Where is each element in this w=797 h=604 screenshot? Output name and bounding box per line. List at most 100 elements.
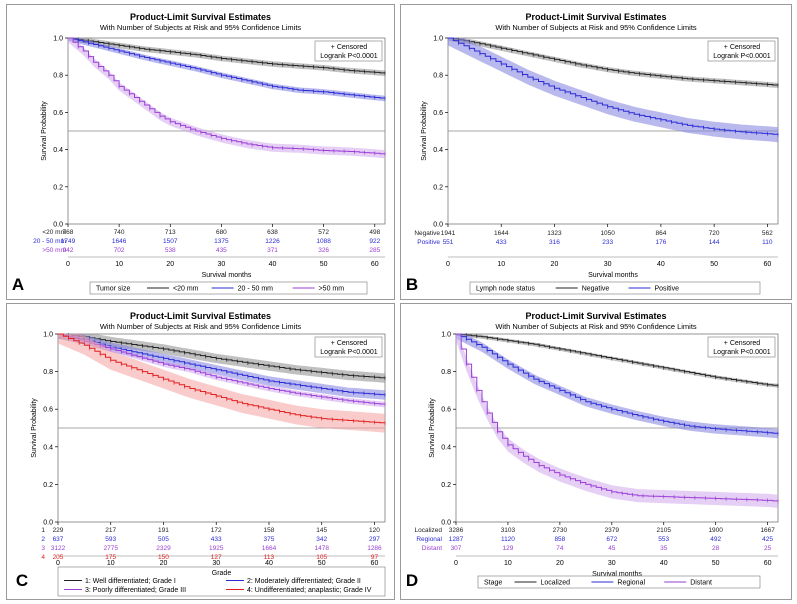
risk-count-d-0: 1900 <box>708 527 723 534</box>
risk-count-c-2: 2775 <box>104 545 119 552</box>
confidence-band-d-0 <box>456 334 778 388</box>
risk-row-label-d-1: Regional <box>416 536 442 543</box>
risk-row-label-d-0: Localized <box>415 527 443 534</box>
risk-count-a-1: 1749 <box>61 238 76 245</box>
x-tick-label-d: 40 <box>660 560 668 567</box>
inset-box-a <box>314 40 383 62</box>
risk-count-a-0: 713 <box>165 229 176 236</box>
y-tick-label-c: 0.0 <box>43 520 53 527</box>
risk-count-b-0: 720 <box>709 230 720 237</box>
risk-count-d-1: 553 <box>658 536 669 543</box>
x-tick-label-c: 0 <box>56 560 60 567</box>
confidence-band-c-1 <box>58 334 385 400</box>
risk-count-c-2: 2329 <box>156 545 171 552</box>
risk-count-d-1: 672 <box>606 536 617 543</box>
inset-censored-c: + Censored <box>331 340 367 347</box>
risk-count-c-2: 3122 <box>51 545 66 552</box>
inset-logrank-b: Logrank P<0.0001 <box>713 53 771 60</box>
risk-count-b-0: 1323 <box>547 230 562 237</box>
y-axis-label-a: Survival Probability <box>41 101 48 161</box>
chart-title-d: Product-Limit Survival Estimates <box>525 311 666 321</box>
risk-count-a-1: 922 <box>369 238 380 245</box>
risk-count-c-1: 593 <box>105 536 116 543</box>
legend-label-c-3: 4: Undifferentiated; anaplastic; Grade I… <box>247 587 372 594</box>
legend-title-a: Tumor size <box>96 286 130 293</box>
risk-row-label-d-2: Distant <box>422 545 442 552</box>
y-tick-label-b: 0.6 <box>433 110 443 117</box>
risk-count-a-0: 638 <box>267 229 278 236</box>
risk-count-c-3: 205 <box>53 554 64 561</box>
risk-count-a-2: 371 <box>267 247 278 254</box>
legend-label-a-1: 20 - 50 mm <box>238 286 274 293</box>
risk-count-d-1: 1120 <box>501 536 515 543</box>
risk-count-c-0: 145 <box>316 527 327 534</box>
legend-title-b: Lymph node status <box>476 286 535 293</box>
risk-count-b-0: 1941 <box>441 230 456 237</box>
y-tick-label-d: 1.0 <box>441 332 451 339</box>
y-tick-label-a: 0.0 <box>53 222 63 229</box>
x-tick-label-c: 10 <box>107 560 115 567</box>
risk-row-label-c-0: 1 <box>41 527 45 534</box>
x-tick-label-d: 60 <box>764 560 772 567</box>
risk-count-a-0: 680 <box>216 229 227 236</box>
risk-count-d-0: 3103 <box>501 527 516 534</box>
risk-row-label-a-2: >50 mm <box>42 247 66 254</box>
chart-title-c: Product-Limit Survival Estimates <box>130 311 271 321</box>
risk-count-d-2: 129 <box>503 545 514 552</box>
risk-count-a-1: 1088 <box>316 238 331 245</box>
risk-count-c-0: 191 <box>158 527 169 534</box>
legend-label-b-1: Positive <box>655 286 680 293</box>
risk-count-c-3: 97 <box>371 554 379 561</box>
y-tick-label-b: 0.8 <box>433 73 443 80</box>
risk-count-d-0: 2105 <box>657 527 672 534</box>
risk-count-c-0: 172 <box>211 527 222 534</box>
inset-censored-d: + Censored <box>724 340 760 347</box>
panel-letter-d: D <box>406 571 418 590</box>
risk-count-c-3: 175 <box>105 554 116 561</box>
x-tick-label-b: 20 <box>551 261 559 268</box>
risk-count-a-2: 702 <box>114 247 125 254</box>
risk-count-d-2: 45 <box>608 545 616 552</box>
x-tick-label-c: 20 <box>160 560 168 567</box>
risk-count-a-0: 572 <box>318 229 329 236</box>
x-tick-label-d: 20 <box>556 560 564 567</box>
y-axis-label-b: Survival Probability <box>421 101 428 161</box>
x-tick-label-b: 40 <box>657 261 665 268</box>
risk-count-d-2: 307 <box>451 545 462 552</box>
risk-count-c-3: 105 <box>316 554 327 561</box>
x-tick-label-a: 20 <box>166 261 174 268</box>
x-tick-label-c: 50 <box>318 560 326 567</box>
legend-label-d-1: Regional <box>617 580 645 587</box>
risk-count-a-2: 326 <box>318 247 329 254</box>
x-axis-label-d: Survival months <box>592 571 642 578</box>
risk-count-c-0: 229 <box>53 527 64 534</box>
y-tick-label-b: 0.4 <box>433 147 443 154</box>
inset-censored-a: + Censored <box>331 44 367 51</box>
risk-count-c-0: 120 <box>369 527 380 534</box>
legend-box-c <box>57 566 386 597</box>
risk-count-b-1: 176 <box>655 239 666 246</box>
legend-title-d: Stage <box>484 580 502 587</box>
confidence-band-a-2 <box>68 38 385 159</box>
risk-count-b-1: 316 <box>549 239 560 246</box>
x-tick-label-a: 50 <box>320 261 328 268</box>
inset-logrank-c: Logrank P<0.0001 <box>320 349 378 356</box>
x-tick-label-c: 30 <box>212 560 220 567</box>
risk-count-a-0: 768 <box>63 229 74 236</box>
panel-letter-a: A <box>12 275 24 294</box>
risk-row-label-c-2: 3 <box>41 545 45 552</box>
risk-count-a-2: 285 <box>369 247 380 254</box>
legend-label-a-0: <20 mm <box>173 286 199 293</box>
chart-subtitle-c: With Number of Subjects at Risk and 95% … <box>100 322 302 331</box>
risk-count-c-2: 1286 <box>367 545 382 552</box>
legend-label-b-0: Negative <box>582 286 610 293</box>
chart-title-a: Product-Limit Survival Estimates <box>130 12 271 22</box>
risk-count-a-0: 740 <box>114 229 125 236</box>
risk-count-b-1: 110 <box>762 239 773 246</box>
y-axis-label-c: Survival Probability <box>31 398 38 458</box>
risk-count-a-1: 1507 <box>163 238 178 245</box>
x-tick-label-a: 30 <box>217 261 225 268</box>
